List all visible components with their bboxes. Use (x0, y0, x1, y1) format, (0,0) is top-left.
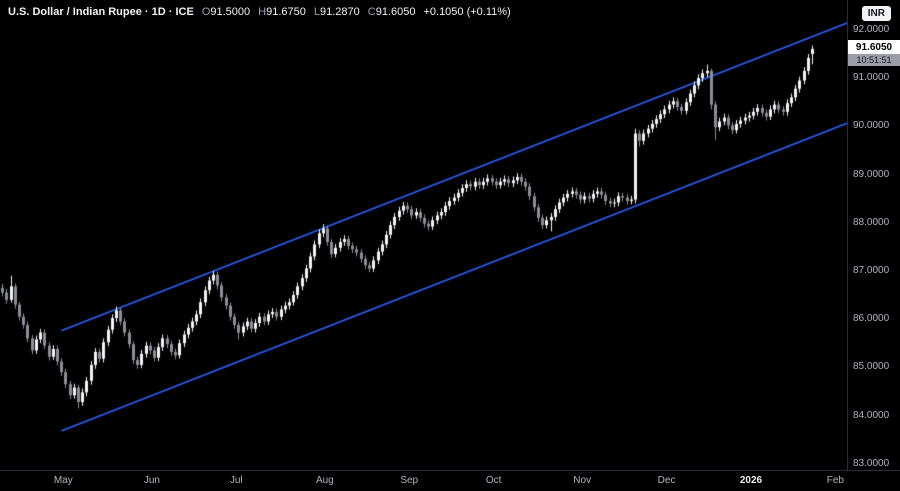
change-value: +0.1050 (+0.11%) (423, 6, 511, 18)
low-value: 91.2870 (319, 6, 360, 18)
open-label: O (201, 6, 211, 18)
price-tick-label: 87.0000 (853, 264, 890, 276)
time-scale[interactable]: May Jun Jul Aug Sep Oct Nov Dec 2026 Feb (0, 470, 900, 491)
time-tick-label: Aug (315, 475, 334, 486)
open-value: 91.5000 (210, 6, 251, 18)
price-tick-label: 91.0000 (853, 72, 890, 84)
close-value: 91.6050 (375, 6, 416, 18)
time-tick-label: 2026 (739, 475, 763, 486)
time-tick-label: Jun (143, 475, 160, 486)
time-tick-label: Nov (573, 475, 592, 486)
price-tick-label: 92.0000 (853, 23, 890, 35)
high-label: H (258, 6, 267, 18)
currency-badge[interactable]: INR (861, 6, 891, 21)
last-price-label: 91.6050 10:51:51 (848, 39, 900, 66)
last-price-value: 91.6050 (848, 39, 900, 54)
price-tick-label: 84.0000 (853, 409, 890, 421)
price-chart-canvas[interactable] (0, 0, 848, 470)
price-tick-label: 90.0000 (853, 120, 890, 132)
price-tick-label: 85.0000 (853, 361, 890, 373)
symbol-info-bar: U.S. Dollar / Indian Rupee · 1D · ICE O … (8, 6, 511, 18)
symbol-title[interactable]: U.S. Dollar / Indian Rupee · 1D · ICE (8, 6, 194, 18)
high-value: 91.6750 (266, 6, 306, 18)
close-label: C (367, 6, 376, 18)
price-tick-label: 88.0000 (853, 216, 890, 228)
time-tick-label: May (53, 475, 73, 486)
time-tick-label: Feb (826, 475, 844, 486)
price-tick-label: 89.0000 (853, 168, 890, 180)
time-tick-label: Jul (229, 475, 243, 486)
bar-countdown: 10:51:51 (848, 53, 900, 66)
price-scale[interactable]: 92.0000 91.0000 90.0000 89.0000 88.0000 87.00… (847, 0, 900, 470)
price-tick-label: 86.0000 (853, 313, 890, 325)
low-label: L (313, 6, 320, 18)
price-tick-label: 83.0000 (853, 457, 890, 469)
time-tick-label: Oct (485, 475, 502, 486)
time-tick-label: Sep (400, 475, 419, 486)
time-tick-label: Dec (657, 475, 676, 486)
